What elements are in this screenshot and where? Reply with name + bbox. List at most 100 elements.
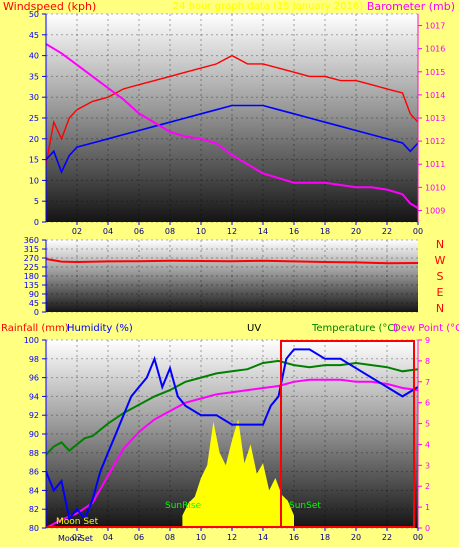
y-tick-label: 86: [29, 468, 39, 477]
humidity-line: [46, 348, 418, 521]
y-tick-label: 180: [24, 272, 39, 281]
y-tick-label: 88: [29, 449, 39, 458]
y-tick-label: 15: [29, 156, 39, 165]
rainfall-axis-label: Rainfall (mm): [1, 323, 69, 334]
y-tick-label: 135: [24, 281, 39, 290]
x-tick-label: 06: [134, 227, 144, 236]
y-tick-label: 100: [24, 336, 39, 345]
y-tick-label: 90: [29, 430, 39, 439]
y2-tick-label: 1014: [425, 91, 445, 100]
x-tick-label: 00: [413, 227, 423, 236]
moonset-axis-label: MoonSet: [58, 534, 93, 543]
compass-label: N: [436, 302, 444, 315]
climate-x-ticks: 02 04 06 08 10 12 14 16 18 20 22 00: [72, 528, 423, 542]
highlight-box: [280, 340, 415, 528]
y-tick-label: 84: [29, 486, 39, 495]
temperature-axis-label: Temperature (°C): [311, 323, 398, 334]
temperature-y-ticks: 0 1 2 3 4 5 6 7 8 9: [418, 336, 430, 533]
compass-label: W: [435, 254, 446, 267]
wind-gust-line: [46, 54, 418, 164]
y2-tick-label: 1010: [425, 183, 445, 192]
x-tick-label: 04: [103, 533, 113, 542]
y-tick-label: 30: [29, 93, 39, 102]
x-tick-label: 02: [72, 533, 82, 542]
y2-tick-label: 2: [425, 482, 430, 491]
wind-direction-line: [46, 258, 418, 265]
y2-tick-label: 5: [425, 420, 430, 429]
y-tick-label: 270: [24, 254, 39, 263]
y2-tick-label: 1011: [425, 160, 445, 169]
y2-tick-label: 1013: [425, 114, 445, 123]
y-tick-label: 90: [29, 290, 39, 299]
compass-label: E: [437, 286, 444, 299]
y-tick-label: 5: [34, 197, 39, 206]
y-tick-label: 20: [29, 135, 39, 144]
x-tick-label: 14: [258, 533, 268, 542]
uv-area: [182, 419, 294, 528]
dewpoint-axis-label: Dew Point (°C): [393, 323, 459, 334]
compass-label: S: [437, 270, 444, 283]
barometer-line: [46, 43, 418, 209]
y2-tick-label: 1015: [425, 68, 445, 77]
y2-tick-label: 1012: [425, 137, 445, 146]
graph-date-title: 24 hour graph data (15 January 2016): [173, 1, 363, 12]
wind-grid: [46, 13, 418, 223]
x-tick-label: 08: [165, 533, 175, 542]
x-tick-label: 10: [196, 227, 206, 236]
y-tick-label: 50: [29, 10, 39, 19]
x-tick-label: 16: [289, 533, 299, 542]
wind-average-line: [46, 104, 418, 175]
moonset-label: Moon Set: [56, 517, 99, 527]
y-tick-label: 360: [24, 236, 39, 245]
y-tick-label: 40: [29, 52, 39, 61]
direction-panel: [46, 240, 418, 312]
moonrise-label: Moon Rise: [218, 517, 265, 527]
x-tick-label: 14: [258, 227, 268, 236]
sunrise-label: SunRise: [165, 501, 202, 511]
y-tick-label: 92: [29, 411, 39, 420]
x-tick-label: 22: [382, 533, 392, 542]
y2-tick-label: 9: [425, 336, 430, 345]
y-tick-label: 82: [29, 505, 39, 514]
x-tick-label: 04: [103, 227, 113, 236]
y2-tick-label: 3: [425, 461, 430, 470]
y-tick-label: 0: [34, 308, 39, 317]
x-tick-label: 06: [134, 533, 144, 542]
y2-tick-label: 1017: [425, 22, 445, 31]
x-tick-label: 18: [320, 227, 330, 236]
x-tick-label: 02: [72, 227, 82, 236]
x-tick-label: 12: [227, 227, 237, 236]
y2-tick-label: 0: [425, 524, 430, 533]
x-tick-label: 08: [165, 227, 175, 236]
x-tick-label: 18: [320, 533, 330, 542]
y-tick-label: 25: [29, 114, 39, 123]
barometer-y-ticks: 1009 1010 1011 1012 1013 1014 1015 1016 1017: [418, 22, 445, 215]
direction-grid: [46, 239, 418, 313]
y-tick-label: 315: [24, 245, 39, 254]
y2-tick-label: 6: [425, 399, 430, 408]
humidity-y-ticks: 80 82 84 86 88 90 92 94 96 98 100: [24, 336, 46, 533]
y2-tick-label: 1009: [425, 206, 445, 215]
humidity-axis-label: Humidity (%): [67, 323, 133, 334]
wind-y-ticks: 0 5 10 15 20 25 30 35 40 45 50: [29, 10, 46, 227]
windspeed-axis-label: Windspeed (kph): [3, 0, 96, 13]
x-tick-label: 00: [413, 533, 423, 542]
y-tick-label: 45: [29, 31, 39, 40]
compass-label: N: [436, 238, 444, 251]
x-tick-label: 12: [227, 533, 237, 542]
barometer-axis-label: Barometer (mb): [367, 0, 455, 13]
sunset-label: SunSet: [289, 501, 321, 511]
y-tick-label: 35: [29, 72, 39, 81]
x-tick-label: 10: [196, 533, 206, 542]
y-tick-label: 96: [29, 374, 39, 383]
y2-tick-label: 1016: [425, 45, 445, 54]
wind-x-ticks: 02 04 06 08 10 12 14 16 18 20 22 00: [72, 222, 423, 236]
y-tick-label: 45: [29, 299, 39, 308]
y2-tick-label: 7: [425, 378, 430, 387]
x-tick-label: 22: [382, 227, 392, 236]
y-tick-label: 98: [29, 355, 39, 364]
